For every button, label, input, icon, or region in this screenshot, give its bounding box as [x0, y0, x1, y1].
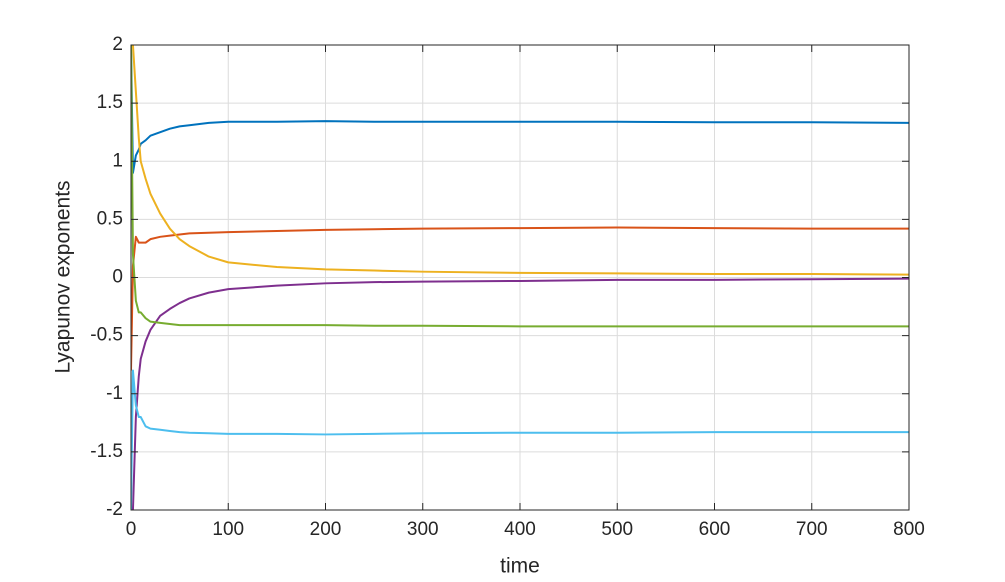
y-axis-label: Lyapunov exponents — [52, 180, 75, 373]
y-tick-label: 1.5 — [97, 92, 123, 113]
x-tick-label: 0 — [126, 519, 137, 540]
x-tick-label: 800 — [893, 519, 925, 540]
x-tick-label: 300 — [407, 519, 439, 540]
y-tick-label: -1 — [106, 383, 123, 404]
y-tick-label: -2 — [106, 499, 123, 520]
x-tick-label: 100 — [212, 519, 244, 540]
y-tick-label: 2 — [112, 34, 123, 55]
data-line — [131, 277, 909, 510]
x-axis-label: time — [500, 555, 540, 578]
x-tick-label: 200 — [310, 519, 342, 540]
y-tick-label: 1 — [112, 150, 123, 171]
y-tick-label: 0 — [112, 267, 123, 288]
data-line — [131, 226, 909, 371]
x-tick-label: 600 — [699, 519, 731, 540]
x-tick-label: 400 — [504, 519, 536, 540]
data-line — [131, 45, 909, 276]
y-tick-label: 0.5 — [97, 208, 123, 229]
x-tick-label: 500 — [601, 519, 633, 540]
data-line — [131, 45, 909, 328]
data-line — [131, 369, 909, 510]
y-tick-label: -1.5 — [90, 441, 123, 462]
y-tick-label: -0.5 — [90, 325, 123, 346]
x-tick-label: 700 — [796, 519, 828, 540]
